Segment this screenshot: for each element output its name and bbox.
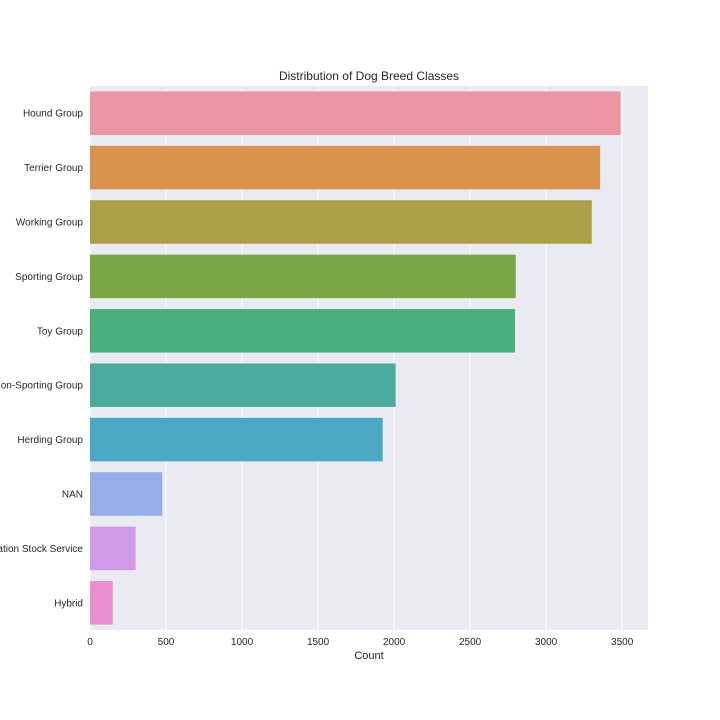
x-tick-label: 3500 bbox=[611, 637, 634, 648]
bars bbox=[90, 91, 621, 625]
bar bbox=[90, 472, 163, 516]
bar bbox=[90, 145, 601, 190]
bar bbox=[90, 91, 621, 135]
y-tick-label: Herding Group bbox=[17, 435, 83, 446]
y-tick-label: Foundation Stock Service bbox=[0, 544, 83, 555]
bar bbox=[90, 309, 515, 353]
y-tick-label: Hybrid bbox=[54, 598, 83, 609]
x-tick-label: 3000 bbox=[535, 637, 558, 648]
x-tick-label: 500 bbox=[158, 637, 175, 648]
bar bbox=[90, 363, 396, 407]
bar bbox=[90, 200, 592, 244]
y-tick-label: Sporting Group bbox=[15, 272, 83, 283]
y-tick-label: Non-Sporting Group bbox=[0, 381, 83, 392]
x-tick-label: 1500 bbox=[307, 637, 330, 648]
y-tick-label: NAN bbox=[62, 490, 83, 501]
y-tick-label: Terrier Group bbox=[24, 163, 83, 174]
x-tick-label: 1000 bbox=[231, 637, 254, 648]
bar bbox=[90, 526, 136, 571]
y-tick-label: Toy Group bbox=[37, 326, 84, 337]
x-axis-label: Count bbox=[354, 650, 383, 662]
x-tick-label: 2500 bbox=[459, 637, 482, 648]
x-tick-labels: 0 500 1000 1500 2000 2500 3000 3500 bbox=[87, 637, 633, 648]
y-tick-labels: Hound Group Terrier Group Working Group Spo… bbox=[0, 109, 83, 610]
x-tick-label: 2000 bbox=[383, 637, 406, 648]
bar bbox=[90, 581, 113, 625]
x-tick-label: 0 bbox=[87, 637, 93, 648]
bar bbox=[90, 254, 516, 299]
chart-title: Distribution of Dog Breed Classes bbox=[279, 69, 459, 83]
y-tick-label: Working Group bbox=[16, 218, 84, 229]
bar bbox=[90, 417, 383, 462]
y-tick-label: Hound Group bbox=[23, 109, 83, 120]
